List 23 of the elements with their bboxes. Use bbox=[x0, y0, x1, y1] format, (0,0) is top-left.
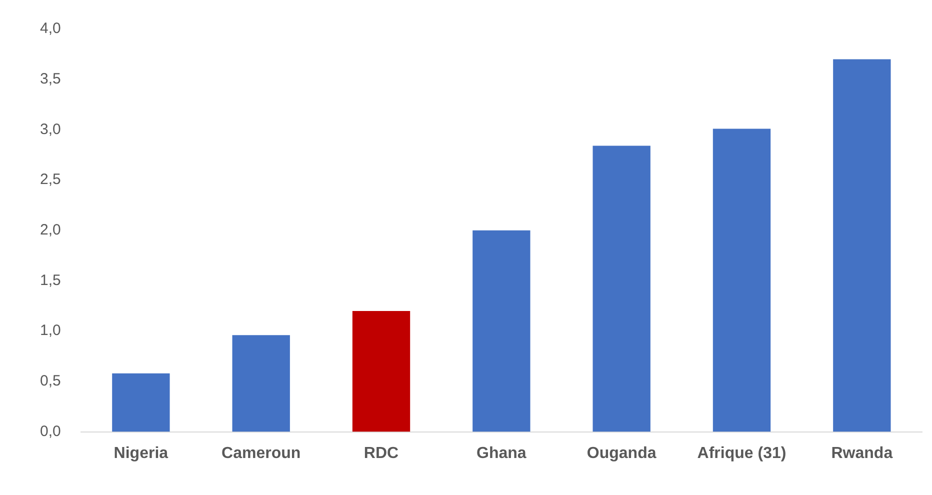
x-tick-label: Nigeria bbox=[114, 444, 168, 462]
bar bbox=[592, 146, 650, 432]
bar bbox=[712, 128, 771, 432]
bar bbox=[112, 373, 170, 432]
x-tick-label: Rwanda bbox=[831, 444, 893, 462]
x-tick-label: RDC bbox=[364, 444, 400, 462]
x-tick-label: Cameroun bbox=[222, 444, 301, 462]
y-tick-label: 3,5 bbox=[40, 70, 61, 88]
y-tick-label: 0,5 bbox=[40, 372, 61, 390]
x-tick-label: Afrique (31) bbox=[697, 444, 786, 462]
y-tick-label: 4,0 bbox=[40, 20, 61, 38]
y-tick-label: 2,0 bbox=[40, 222, 61, 239]
y-tick-label: 1,5 bbox=[40, 272, 61, 289]
y-tick-label: 3,0 bbox=[40, 120, 61, 138]
y-tick-label: 2,5 bbox=[40, 171, 61, 188]
x-tick-label: Ouganda bbox=[586, 444, 656, 462]
bar bbox=[833, 59, 891, 432]
x-tick-label: Ghana bbox=[476, 444, 526, 462]
bar bbox=[232, 335, 290, 432]
y-tick-label: 0,0 bbox=[40, 422, 61, 440]
y-tick-label: 1,0 bbox=[40, 322, 61, 340]
bar bbox=[472, 230, 530, 432]
bar bbox=[352, 310, 410, 432]
